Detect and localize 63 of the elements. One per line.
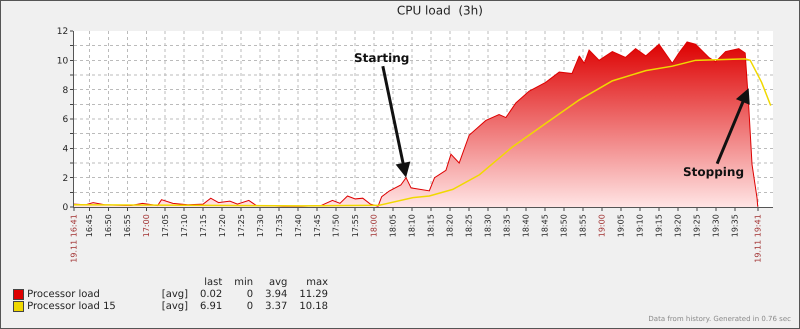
text: 0: [246, 301, 254, 314]
x-tick-label: 19:00: [598, 214, 607, 238]
x-tick-label: 19.11 16:41: [70, 214, 79, 263]
x-tick-label: 17:55: [350, 214, 360, 238]
x-tick-label: 17:20: [218, 214, 227, 238]
x-tick-label: 18:00: [370, 214, 379, 238]
x-tick-label: 18:55: [578, 214, 588, 238]
x-tick-label: 19:05: [616, 214, 626, 238]
x-tick-label: 18:25: [464, 214, 474, 238]
x-tick-label: 18:05: [388, 214, 398, 238]
x-tick-label: 17:00: [142, 214, 151, 238]
x-tick-label: 17:10: [180, 214, 189, 238]
x-tick-label: 17:25: [236, 214, 246, 238]
x-tick-label: 19:15: [654, 214, 664, 238]
x-tick-label: 18:45: [540, 214, 550, 238]
y-tick-label: 12: [56, 27, 68, 38]
text: 0: [246, 289, 254, 302]
x-tick-label: 19:30: [712, 214, 721, 238]
x-tick-label: 16:50: [104, 214, 113, 238]
x-tick-label: 19:20: [674, 214, 683, 238]
text: avg: [268, 277, 288, 289]
text: [avg]: [160, 289, 189, 301]
x-tick-label: 17:35: [274, 214, 284, 238]
x-tick-label: 18:40: [522, 214, 531, 238]
x-tick-label: 18:50: [560, 214, 569, 238]
text: 10.18: [298, 301, 330, 314]
legend-label: Processor load: [26, 289, 101, 301]
text: [avg]: [160, 301, 189, 314]
text: 3.94: [264, 289, 288, 302]
text: 11.29: [298, 289, 330, 302]
annotation: Starting: [354, 51, 410, 65]
legend-label: Processor load 15: [26, 301, 117, 314]
y-tick-label: 8: [62, 86, 68, 96]
x-tick-label: 19:10: [636, 214, 645, 238]
x-tick-label: 19:25: [692, 214, 702, 238]
x-tick-label: 18:15: [426, 214, 436, 238]
x-tick-label: 18:20: [446, 214, 455, 238]
x-tick-label: 17:15: [198, 214, 208, 238]
x-tick-label: 19:35: [730, 214, 740, 238]
annotation: Stopping: [683, 165, 744, 179]
x-tick-label: 17:30: [256, 214, 265, 238]
x-tick-label: 17:50: [332, 214, 341, 238]
x-tick-label: 17:05: [160, 214, 170, 238]
x-tick-label: 17:45: [312, 214, 322, 238]
text: 3.37: [264, 301, 288, 314]
y-tick-label: 6: [62, 115, 68, 126]
x-tick-label: 16:45: [84, 214, 94, 238]
x-tick-label: 17:40: [294, 214, 303, 238]
y-tick-label: 10: [56, 56, 68, 66]
text: min: [233, 277, 254, 289]
y-tick-label: 0: [62, 203, 68, 214]
x-tick-label: 16:55: [122, 214, 132, 238]
text: max: [305, 277, 330, 289]
x-tick-label: 18:10: [408, 214, 417, 238]
x-tick-label: 18:30: [484, 214, 493, 238]
y-tick-label: 4: [62, 144, 68, 154]
chart-title: CPU load (3h): [396, 3, 483, 18]
text: 6.91: [199, 301, 224, 314]
x-tick-label: 18:35: [502, 214, 512, 238]
text: last: [203, 277, 224, 289]
text: 0.02: [199, 289, 224, 302]
y-tick-label: 2: [62, 174, 68, 184]
x-tick-label: 19.11 19:41: [753, 214, 762, 263]
